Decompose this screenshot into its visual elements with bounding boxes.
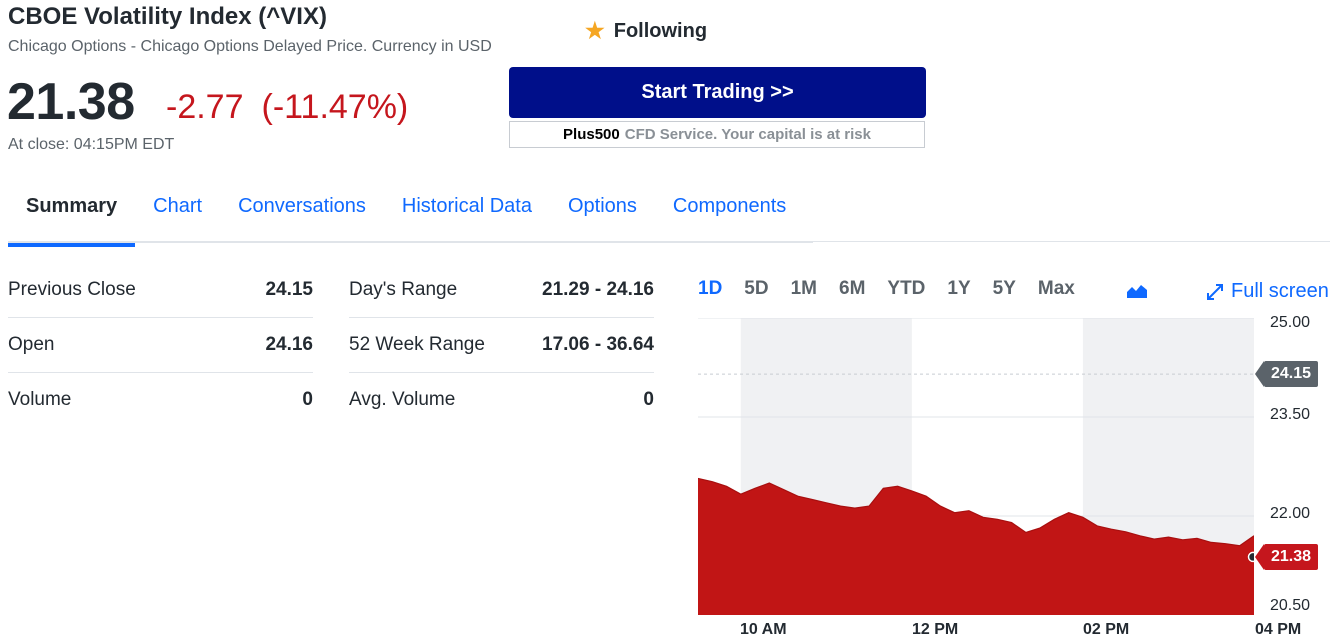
previous-close-label: 24.15 xyxy=(1271,365,1312,383)
chart-range-selector: 1D 5D 1M 6M YTD 1Y 5Y Max xyxy=(698,278,1097,300)
stat-value: 0 xyxy=(643,389,654,410)
fullscreen-button[interactable]: Full screen xyxy=(1205,280,1329,303)
ad-disclaimer-text: CFD Service. Your capital is at risk xyxy=(624,126,871,143)
price-chart[interactable] xyxy=(698,318,1254,615)
x-tick-label: 04 PM xyxy=(1255,621,1302,638)
y-tick-label: 23.50 xyxy=(1270,406,1311,423)
stat-label: Day's Range xyxy=(349,279,458,300)
range-5d-button[interactable]: 5D xyxy=(744,278,769,299)
fullscreen-label: Full screen xyxy=(1231,280,1329,302)
last-price-marker xyxy=(1247,551,1254,563)
page-title: CBOE Volatility Index (^VIX) xyxy=(8,3,327,30)
x-tick-label: 02 PM xyxy=(1083,621,1130,638)
ad-brand: Plus500 xyxy=(563,126,620,143)
price-change-percent: (-11.47%) xyxy=(261,88,409,126)
stat-value: 24.16 xyxy=(265,334,313,355)
range-1d-button[interactable]: 1D xyxy=(698,278,723,299)
stat-row: Avg. Volume 0 xyxy=(349,373,654,427)
stat-label: 52 Week Range xyxy=(349,334,485,355)
price-line xyxy=(698,477,1254,547)
range-6m-button[interactable]: 6M xyxy=(839,278,866,299)
tabs-divider-extension xyxy=(813,241,1330,242)
tab-summary[interactable]: Summary xyxy=(8,185,136,247)
range-5y-button[interactable]: 5Y xyxy=(992,278,1016,299)
tabs-divider xyxy=(8,241,813,243)
stat-row: Previous Close 24.15 xyxy=(8,263,313,318)
current-price: 21.38 xyxy=(7,73,135,131)
price-change: -2.77 (-11.47%) xyxy=(166,88,426,127)
stat-row: Open 24.16 xyxy=(8,318,313,373)
start-trading-button[interactable]: Start Trading >> xyxy=(509,67,926,118)
range-ytd-button[interactable]: YTD xyxy=(887,278,926,299)
x-tick-label: 10 AM xyxy=(740,621,787,638)
stat-value: 0 xyxy=(302,389,313,410)
previous-close-tag: 24.15 xyxy=(1254,361,1319,388)
price-change-value: -2.77 xyxy=(166,88,244,126)
stat-label: Open xyxy=(8,334,55,355)
stat-value: 21.29 - 24.16 xyxy=(542,279,654,300)
y-tick-label: 20.50 xyxy=(1270,597,1311,614)
stats-table-right: Day's Range 21.29 - 24.16 52 Week Range … xyxy=(349,263,654,427)
stat-value: 17.06 - 36.64 xyxy=(542,334,654,355)
y-tick-label: 25.00 xyxy=(1270,314,1311,331)
stat-label: Volume xyxy=(8,389,72,410)
price-area xyxy=(698,478,1254,615)
tab-components[interactable]: Components xyxy=(672,195,787,217)
ad-disclaimer[interactable]: Plus500 CFD Service. Your capital is at r… xyxy=(509,121,925,148)
mountain-chart-icon[interactable] xyxy=(1126,283,1148,299)
expand-icon xyxy=(1207,283,1223,300)
range-max-button[interactable]: Max xyxy=(1037,278,1075,299)
close-time: At close: 04:15PM EDT xyxy=(8,136,175,153)
stat-row: 52 Week Range 17.06 - 36.64 xyxy=(349,318,654,373)
stat-row: Day's Range 21.29 - 24.16 xyxy=(349,263,654,318)
y-tick-label: 22.00 xyxy=(1270,505,1311,522)
tab-historical-data[interactable]: Historical Data xyxy=(401,195,532,217)
tab-chart[interactable]: Chart xyxy=(153,195,203,217)
quote-tabs: Summary Chart Conversations Historical D… xyxy=(8,185,804,247)
stat-value: 24.15 xyxy=(265,279,313,300)
range-1m-button[interactable]: 1M xyxy=(790,278,817,299)
last-price-tag: 21.38 xyxy=(1254,543,1319,570)
follow-label: Following xyxy=(613,19,708,42)
last-price-label: 21.38 xyxy=(1271,547,1312,565)
follow-button[interactable]: ★ Following xyxy=(585,18,707,44)
tab-options[interactable]: Options xyxy=(567,195,637,217)
stat-row: Volume 0 xyxy=(8,373,313,427)
stat-label: Previous Close xyxy=(8,279,136,300)
star-icon: ★ xyxy=(585,18,605,43)
quote-subtitle: Chicago Options - Chicago Options Delaye… xyxy=(8,38,492,55)
tab-conversations[interactable]: Conversations xyxy=(238,195,366,217)
stats-table-left: Previous Close 24.15 Open 24.16 Volume 0 xyxy=(8,263,313,427)
stat-label: Avg. Volume xyxy=(349,389,456,410)
range-1y-button[interactable]: 1Y xyxy=(947,278,971,299)
x-tick-label: 12 PM xyxy=(912,621,959,638)
